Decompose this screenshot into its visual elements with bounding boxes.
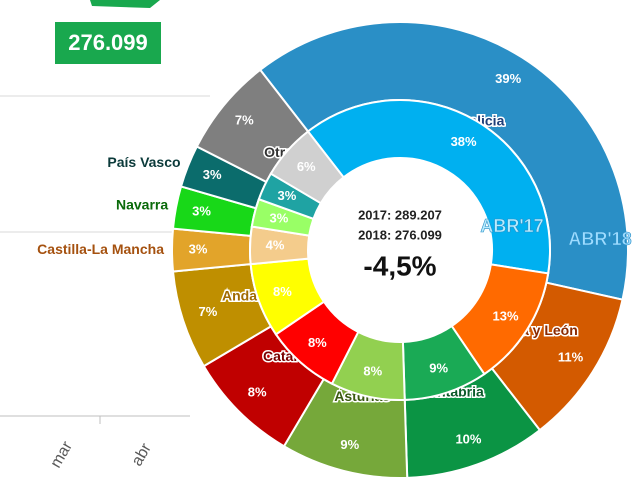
value-label: 7%: [235, 113, 254, 128]
value-label: 3%: [203, 167, 222, 182]
kpi-box: [55, 22, 161, 64]
value-label: 8%: [248, 384, 267, 399]
ring-label: ABR'18: [568, 229, 631, 249]
value-label: 8%: [363, 363, 382, 378]
value-label: 8%: [273, 284, 292, 299]
value-label: 7%: [199, 304, 218, 319]
value-label: 3%: [270, 210, 289, 225]
value-label: 38%: [451, 134, 477, 149]
kpi-value: 276.099: [68, 30, 148, 55]
value-label: 3%: [189, 241, 208, 256]
value-label: 9%: [429, 360, 448, 375]
center-line: 2018: 276.099: [358, 227, 442, 242]
center-line: 2017: 289.207: [358, 207, 442, 222]
segment: [306, 99, 551, 275]
category-label: País Vasco: [107, 154, 180, 170]
value-label: 4%: [266, 238, 285, 253]
value-label: 39%: [495, 71, 521, 86]
ring-label: ABR'17: [480, 216, 543, 236]
value-label: 8%: [308, 335, 327, 350]
x-label: mar: [48, 438, 77, 471]
arrow: [90, 0, 160, 8]
value-label: 11%: [558, 350, 584, 365]
category-label: Navarra: [116, 197, 168, 213]
value-label: 3%: [277, 188, 296, 203]
center-line: -4,5%: [363, 250, 436, 281]
center-hole: [310, 160, 490, 340]
value-label: 13%: [493, 308, 519, 323]
value-label: 6%: [297, 159, 316, 174]
value-label: 9%: [340, 437, 359, 452]
value-label: 3%: [192, 204, 211, 219]
segment: [269, 130, 345, 205]
value-label: 10%: [455, 431, 481, 446]
category-label: Castilla-La Mancha: [37, 241, 164, 257]
x-label: abr: [129, 440, 156, 469]
